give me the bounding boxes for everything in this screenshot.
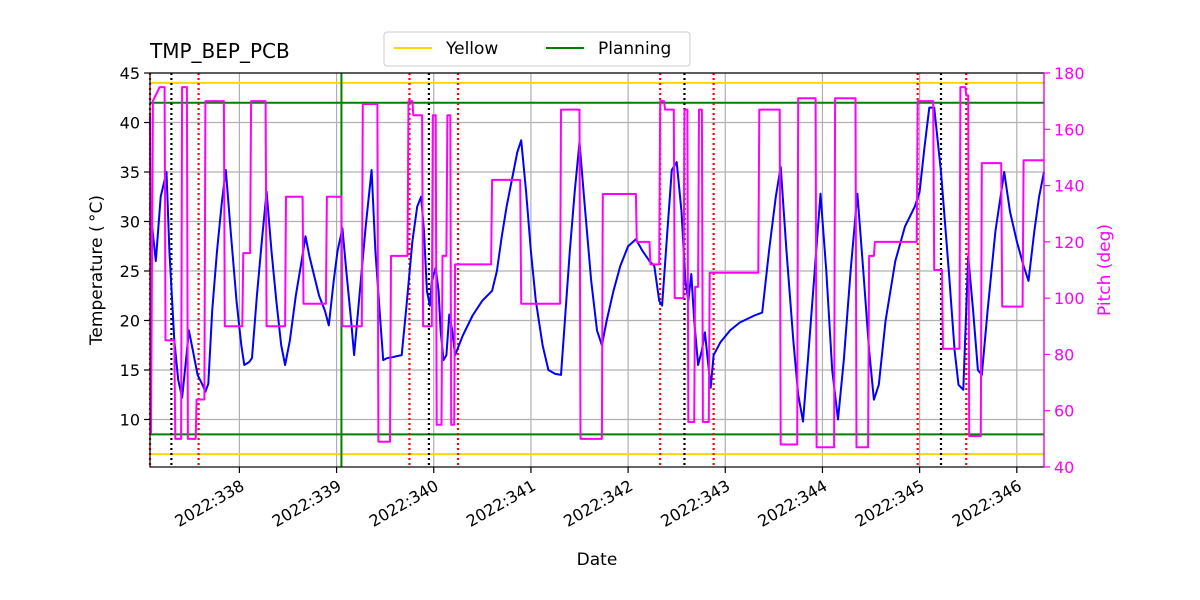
y-tick-label: 25 <box>120 262 140 281</box>
x-axis: 2022:338 2022:339 2022:340 2022:341 2022:342… <box>172 467 1025 531</box>
pitch-series-line <box>149 86 1044 449</box>
y-tick-label: 20 <box>120 311 140 330</box>
y2-axis-title: Pitch (deg) <box>1095 224 1115 316</box>
y-axis-left: 10 15 20 25 30 35 40 45 <box>120 64 150 429</box>
x-tick-label: 2022:343 <box>657 476 733 531</box>
x-tick-label: 2022:345 <box>852 476 928 531</box>
x-tick-label: 2022:338 <box>172 476 248 531</box>
y2-tick-label: 40 <box>1054 458 1074 477</box>
y-tick-label: 45 <box>120 64 140 83</box>
y2-tick-label: 120 <box>1054 233 1085 252</box>
x-tick-label: 2022:342 <box>560 476 636 531</box>
y-axis-title: Temperature ( °C) <box>87 195 107 346</box>
x-axis-title: Date <box>577 550 618 570</box>
y2-tick-label: 180 <box>1054 64 1085 83</box>
x-tick-label: 2022:341 <box>463 476 539 531</box>
y2-tick-label: 100 <box>1054 289 1085 308</box>
legend-label-planning: Planning <box>598 39 671 59</box>
x-tick-label: 2022:339 <box>269 476 345 531</box>
y-tick-label: 15 <box>120 361 140 380</box>
legend-box <box>383 31 691 67</box>
x-tick-label: 2022:340 <box>366 476 442 531</box>
y-tick-label: 30 <box>120 212 140 231</box>
y-tick-label: 35 <box>120 163 140 182</box>
y2-tick-label: 60 <box>1054 402 1074 421</box>
chart-title: TMP_BEP_PCB <box>149 39 290 63</box>
x-tick-label: 2022:346 <box>949 476 1025 531</box>
x-tick-label: 2022:344 <box>755 476 831 531</box>
y2-tick-label: 160 <box>1054 120 1085 139</box>
y2-tick-label: 80 <box>1054 345 1074 364</box>
temperature-series-line <box>149 106 1045 423</box>
plot-area <box>150 73 1044 467</box>
y-tick-label: 10 <box>120 410 140 429</box>
series <box>149 86 1045 449</box>
y-tick-label: 40 <box>120 113 140 132</box>
legend-label-yellow: Yellow <box>445 39 498 59</box>
y-axis-right: 40 60 80 100 120 140 160 180 <box>1043 64 1085 477</box>
legend: Yellow Planning <box>383 31 691 67</box>
y2-tick-label: 140 <box>1054 177 1085 196</box>
